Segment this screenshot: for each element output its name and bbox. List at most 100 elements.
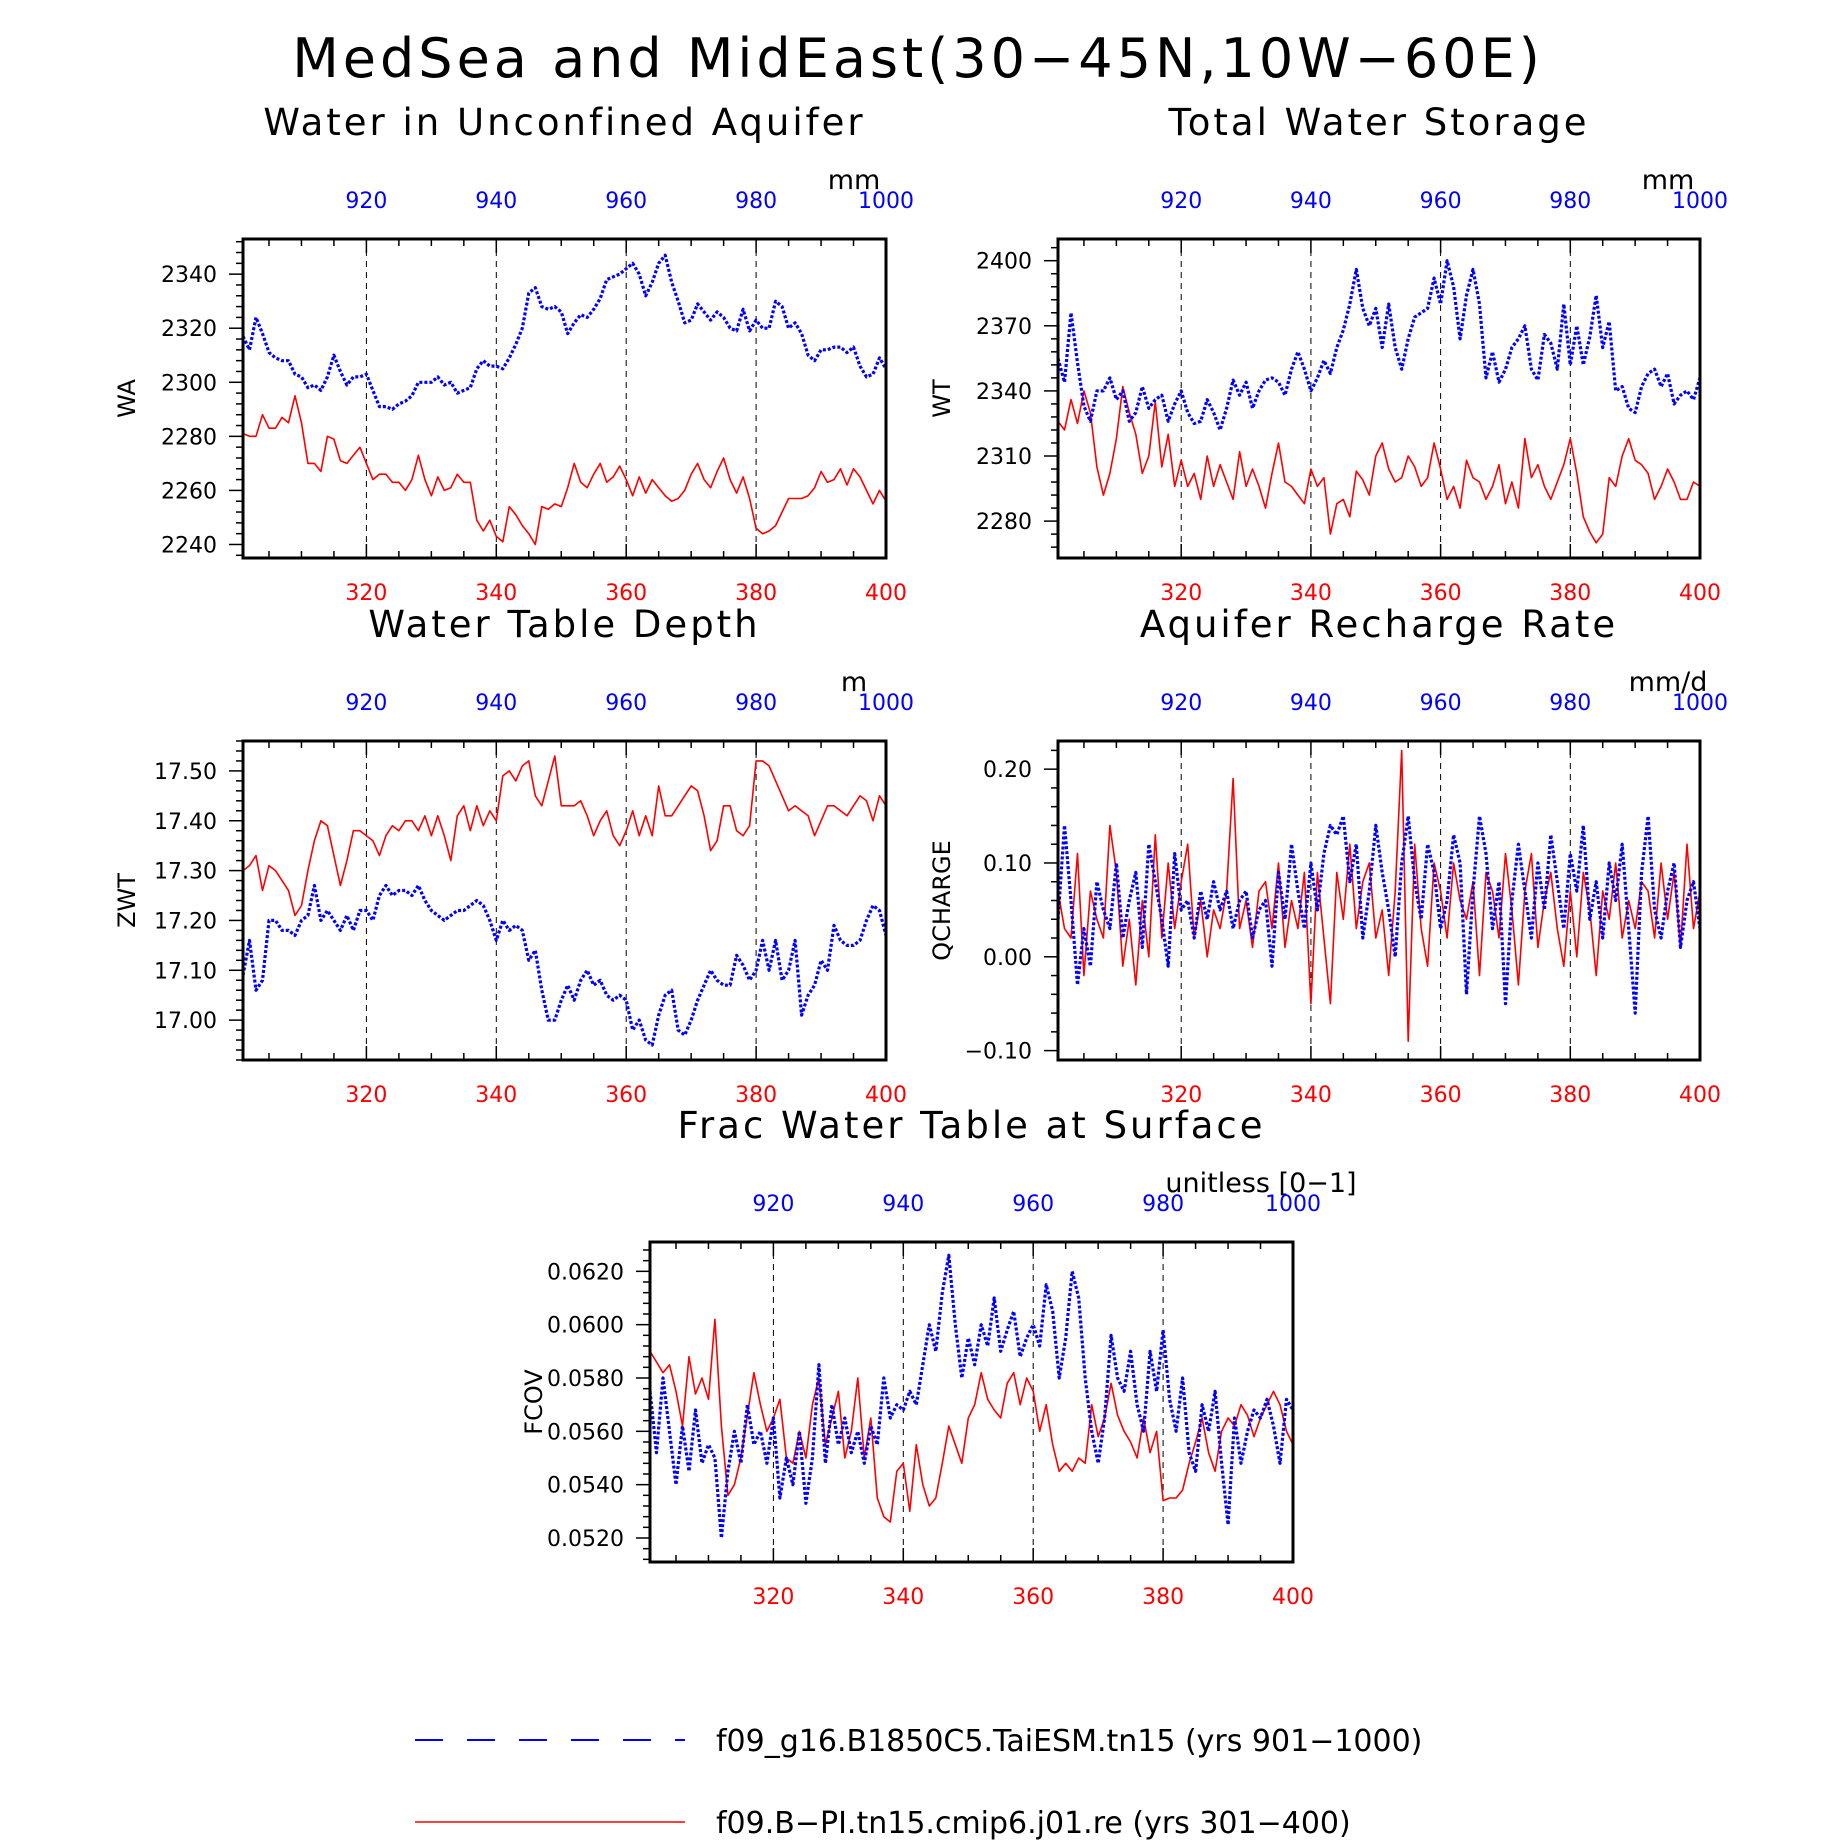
x-tick-label-bottom: 380 <box>1549 581 1591 606</box>
x-tick-label-bottom: 360 <box>1012 1585 1054 1610</box>
x-tick-label-bottom: 400 <box>1272 1585 1314 1610</box>
x-tick-label-top: 940 <box>1290 691 1332 716</box>
units-label: mm <box>828 165 881 196</box>
y-tick-label: −0.10 <box>965 1040 1032 1065</box>
panel-title: Frac Water Table at Surface <box>677 1104 1265 1147</box>
legend: f09_g16.B1850C5.TaiESM.tn15 (yrs 901−100… <box>415 1724 1422 1841</box>
x-tick-label-bottom: 340 <box>475 1083 517 1108</box>
y-tick-label: 2310 <box>976 445 1032 470</box>
plot-frame <box>1056 739 1702 1062</box>
y-axis-label: WT <box>928 379 956 418</box>
y-axis-label: ZWT <box>113 873 141 928</box>
y-tick-label: 17.40 <box>154 810 217 835</box>
chart-panel-3: Water Table Depth m 320 340 360 380 400 920 940 9… <box>113 603 914 1108</box>
y-tick-label: 17.00 <box>154 1009 217 1034</box>
legend-label: f09.B−PI.tn15.cmip6.j01.re (yrs 301−400) <box>716 1806 1351 1841</box>
x-tick-label-bottom: 340 <box>1290 1083 1332 1108</box>
plot-frame <box>241 739 888 1062</box>
plot-frame <box>1056 237 1702 560</box>
y-tick-label: 0.0560 <box>547 1420 624 1445</box>
x-tick-label-top: 980 <box>735 691 777 716</box>
chart-panel-5: Frac Water Table at Surface unitless [0−1… <box>520 1104 1357 1610</box>
units-label: mm <box>1642 165 1695 196</box>
y-tick-label: 0.0620 <box>547 1260 624 1285</box>
panel-title: Water in Unconfined Aquifer <box>263 101 865 144</box>
y-tick-label: 2280 <box>161 425 217 450</box>
y-tick-label: 0.0540 <box>547 1474 624 1499</box>
x-tick-label-top: 980 <box>1142 1192 1184 1217</box>
x-tick-label-top: 940 <box>475 189 517 214</box>
y-tick-label: 17.30 <box>154 860 217 885</box>
y-tick-label: 0.0520 <box>547 1527 624 1552</box>
x-tick-label-bottom: 340 <box>475 581 517 606</box>
plot-frame <box>241 237 888 560</box>
x-tick-label-bottom: 320 <box>752 1585 794 1610</box>
x-tick-label-bottom: 360 <box>1420 581 1462 606</box>
y-axis-label: QCHARGE <box>928 840 956 961</box>
y-axis-label: WA <box>113 379 141 418</box>
y-tick-label: 2340 <box>161 263 217 288</box>
y-tick-label: 0.20 <box>983 758 1032 783</box>
series-line-blue <box>241 883 888 1047</box>
x-tick-label-bottom: 400 <box>865 581 907 606</box>
figure-title: MedSea and MidEast(30−45N,10W−60E) <box>292 27 1544 90</box>
x-tick-label-bottom: 320 <box>345 581 387 606</box>
y-tick-label: 2280 <box>976 510 1032 535</box>
chart-panel-2: Total Water Storage mm 320 340 360 380 400 920 9… <box>928 101 1728 606</box>
series-line-blue <box>241 253 888 411</box>
x-tick-label-top: 1000 <box>858 691 914 716</box>
y-tick-label: 2300 <box>161 371 217 396</box>
y-tick-label: 2400 <box>976 250 1032 275</box>
series-line-red <box>242 755 887 917</box>
x-tick-label-top: 960 <box>1420 691 1462 716</box>
x-tick-label-bottom: 360 <box>1420 1083 1462 1108</box>
y-axis-label: FCOV <box>520 1369 548 1435</box>
x-tick-label-top: 940 <box>475 691 517 716</box>
series-line-red <box>649 1318 1294 1523</box>
chart-panel-1: Water in Unconfined Aquifer mm 320 340 360 38… <box>113 101 914 606</box>
x-tick-label-top: 1000 <box>1265 1192 1321 1217</box>
x-tick-label-bottom: 360 <box>605 581 647 606</box>
series-line-blue <box>648 1253 1295 1540</box>
x-tick-label-bottom: 380 <box>735 581 777 606</box>
series-line-red <box>1057 749 1701 1042</box>
x-tick-label-bottom: 400 <box>1679 1083 1721 1108</box>
x-tick-label-bottom: 380 <box>1142 1585 1184 1610</box>
series-line-red <box>1057 385 1701 544</box>
series-line-red <box>242 394 887 546</box>
plot-frame <box>648 1240 1295 1564</box>
y-tick-label: 17.10 <box>154 959 217 984</box>
x-tick-label-top: 960 <box>605 189 647 214</box>
y-tick-label: 2240 <box>161 533 217 558</box>
units-label: unitless [0−1] <box>1165 1168 1356 1199</box>
legend-label: f09_g16.B1850C5.TaiESM.tn15 (yrs 901−100… <box>716 1724 1422 1759</box>
x-tick-label-bottom: 340 <box>882 1585 924 1610</box>
x-tick-label-bottom: 400 <box>1679 581 1721 606</box>
x-tick-label-bottom: 320 <box>1160 1083 1202 1108</box>
panel-title: Water Table Depth <box>368 603 760 646</box>
y-tick-label: 2340 <box>976 380 1032 405</box>
y-tick-label: 17.20 <box>154 909 217 934</box>
y-tick-label: 2370 <box>976 315 1032 340</box>
x-tick-label-bottom: 380 <box>1549 1083 1591 1108</box>
y-tick-label: 2260 <box>161 479 217 504</box>
x-tick-label-top: 920 <box>1160 189 1202 214</box>
x-tick-label-top: 980 <box>1549 691 1591 716</box>
x-tick-label-top: 1000 <box>1672 691 1728 716</box>
chart-panel-4: Aquifer Recharge Rate mm/d 320 340 360 380 400… <box>928 603 1728 1108</box>
y-tick-label: 0.10 <box>983 852 1032 877</box>
units-label: mm/d <box>1629 667 1708 698</box>
y-tick-label: 17.50 <box>154 760 217 785</box>
series-line-blue <box>1056 259 1702 432</box>
x-tick-label-bottom: 400 <box>865 1083 907 1108</box>
x-tick-label-top: 920 <box>1160 691 1202 716</box>
x-tick-label-top: 960 <box>1012 1192 1054 1217</box>
x-tick-label-top: 920 <box>345 691 387 716</box>
x-tick-label-top: 920 <box>345 189 387 214</box>
x-tick-label-top: 940 <box>882 1192 924 1217</box>
x-tick-label-top: 920 <box>752 1192 794 1217</box>
x-tick-label-top: 1000 <box>1672 189 1728 214</box>
x-tick-label-top: 940 <box>1290 189 1332 214</box>
x-tick-label-top: 980 <box>735 189 777 214</box>
x-tick-label-top: 960 <box>1420 189 1462 214</box>
